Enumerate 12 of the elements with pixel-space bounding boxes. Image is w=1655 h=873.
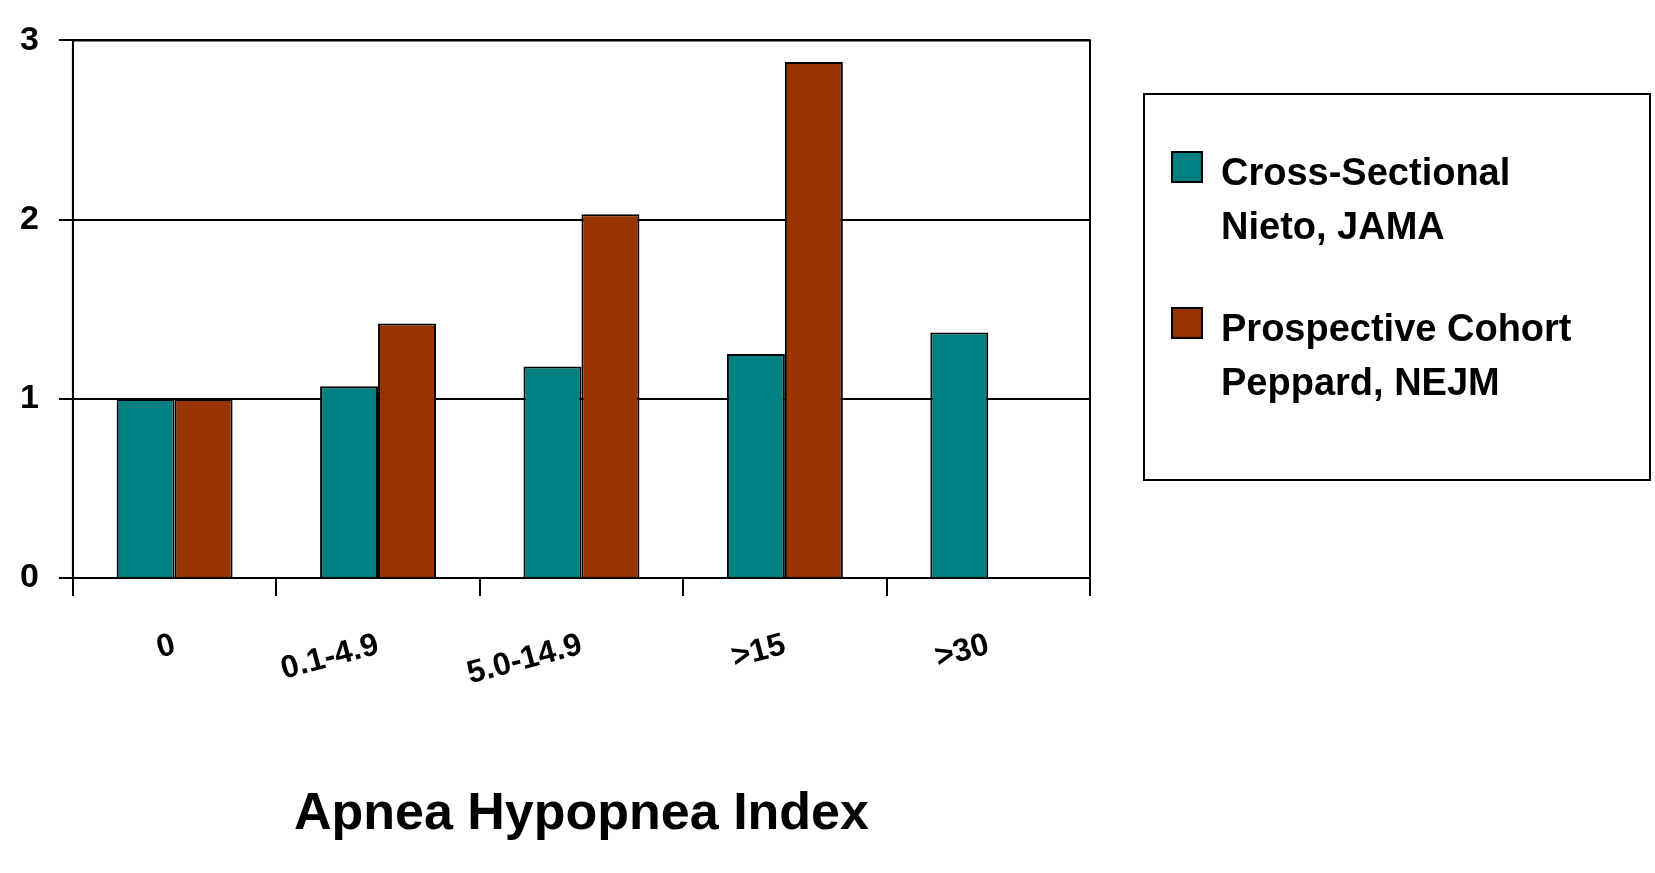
- legend-label: Prospective Cohort Peppard, NEJM: [1221, 306, 1572, 405]
- legend-label: Cross-Sectional Nieto, JAMA: [1221, 150, 1511, 249]
- x-tick-label: >15: [727, 625, 789, 674]
- x-tick-label: 0: [152, 625, 179, 665]
- y-tick-label: 3: [19, 18, 39, 57]
- x-tick-label: 5.0-14.9: [462, 625, 586, 691]
- x-tick-label: 0.1-4.9: [276, 625, 383, 686]
- y-tick-label: 1: [19, 377, 39, 416]
- x-axis-title: Apnea Hypopnea Index: [293, 782, 870, 841]
- y-tick-label: 0: [19, 556, 39, 595]
- x-tick-label: >30: [930, 625, 993, 674]
- y-tick-label: 2: [19, 198, 39, 237]
